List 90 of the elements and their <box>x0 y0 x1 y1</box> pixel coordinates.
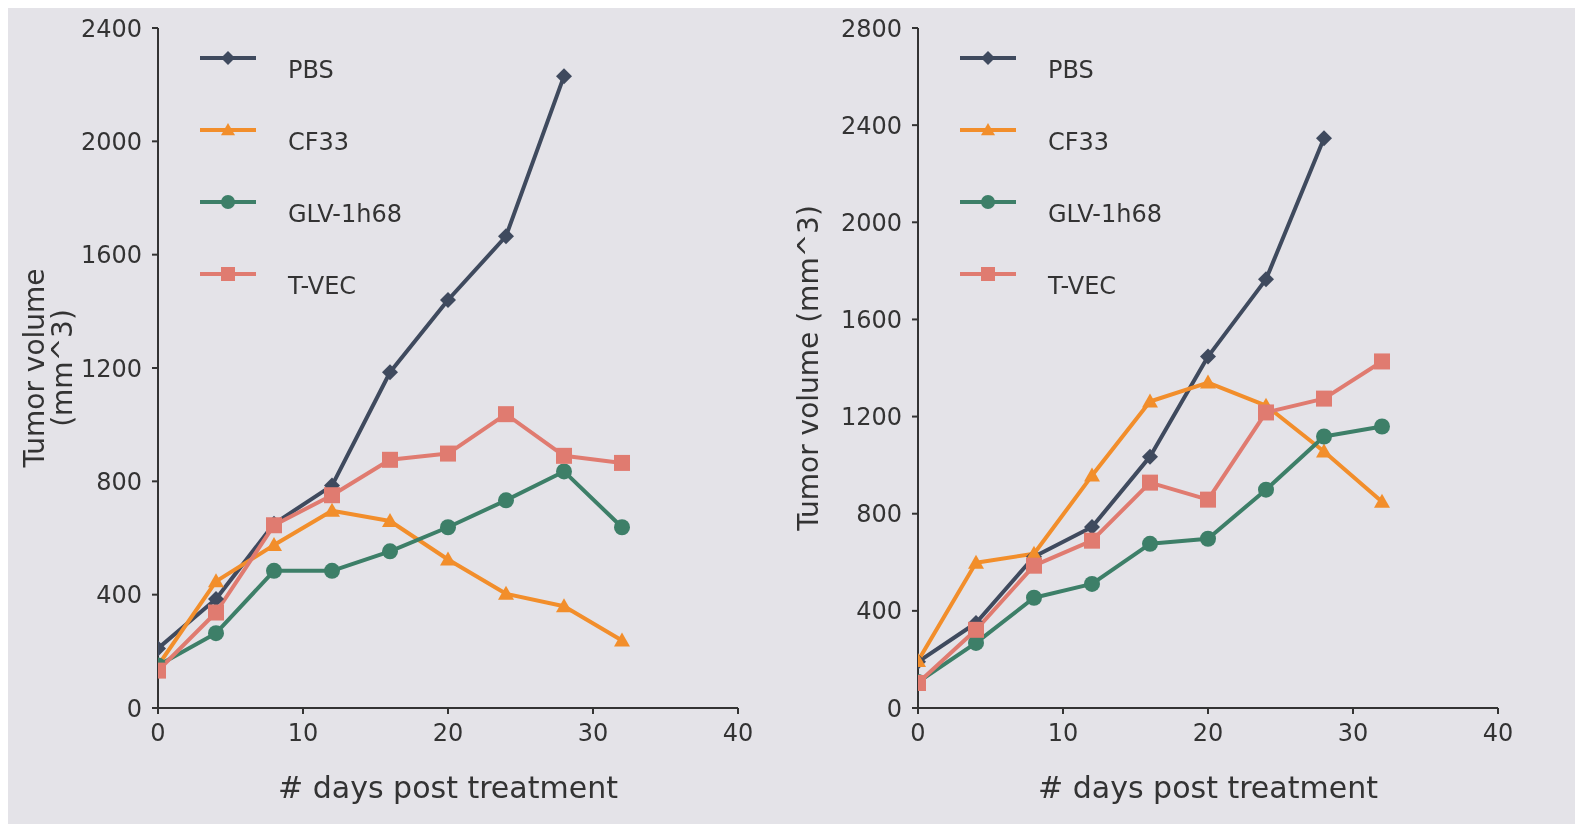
x-tick-label: 0 <box>910 719 926 748</box>
legend-label: PBS <box>1048 56 1094 84</box>
point <box>614 519 630 536</box>
y-tick-label: 1200 <box>80 354 142 383</box>
x-tick-label: 40 <box>1482 719 1514 748</box>
point <box>1374 353 1390 370</box>
point <box>1316 443 1332 458</box>
y-tick-label: 400 <box>856 597 902 626</box>
point <box>1258 271 1274 288</box>
point <box>1258 481 1274 498</box>
x-tick-label: 30 <box>577 719 609 748</box>
point <box>614 454 630 471</box>
point <box>266 537 282 552</box>
point <box>1200 348 1216 365</box>
point <box>1200 374 1216 389</box>
x-tick-label: 10 <box>287 719 319 748</box>
point <box>324 502 340 517</box>
legend-label: PBS <box>288 56 334 84</box>
point <box>382 513 398 527</box>
point <box>1316 428 1332 445</box>
y-tick-label: 800 <box>856 500 902 529</box>
point <box>556 68 572 85</box>
point <box>1026 589 1042 606</box>
point <box>324 562 340 579</box>
point <box>208 590 224 607</box>
x-tick-label: 40 <box>722 719 754 748</box>
point <box>498 585 514 600</box>
point <box>498 406 514 423</box>
y-tick-label: 0 <box>886 694 902 723</box>
point <box>382 364 398 381</box>
point <box>1142 393 1158 408</box>
y-tick-label: 2000 <box>80 127 142 156</box>
point <box>1200 491 1216 508</box>
y-tick-label: 1600 <box>80 241 142 270</box>
point <box>1200 530 1216 547</box>
point <box>1316 390 1332 407</box>
x-axis-title: # days post treatment <box>1038 770 1379 805</box>
point <box>556 463 572 480</box>
point <box>1142 448 1158 465</box>
point <box>1374 493 1390 508</box>
point <box>324 487 340 504</box>
legend-label: T-VEC <box>1048 272 1117 300</box>
point <box>498 492 514 509</box>
y-tick-label: 400 <box>96 581 142 610</box>
y-tick-label: 2400 <box>80 14 142 43</box>
point <box>556 598 572 613</box>
point <box>1142 474 1158 491</box>
point <box>1084 532 1100 549</box>
point <box>1084 575 1100 592</box>
point <box>440 445 456 462</box>
point <box>382 543 398 560</box>
point <box>1258 404 1274 421</box>
point <box>968 621 984 638</box>
x-tick-label: 10 <box>1047 719 1079 748</box>
y-axis-title: Tumor volume (mm^3) <box>792 205 825 532</box>
point <box>1026 557 1042 574</box>
point <box>614 632 630 647</box>
y-tick-label: 1600 <box>840 305 902 334</box>
point <box>556 447 572 464</box>
y-tick-label: 800 <box>96 467 142 496</box>
legend-label: GLV-1h68 <box>288 200 403 228</box>
y-tick-label: 0 <box>126 694 142 723</box>
x-tick-label: 0 <box>150 719 166 748</box>
point <box>208 573 224 588</box>
x-axis-title: # days post treatment <box>278 770 619 805</box>
point <box>1374 418 1390 435</box>
point <box>208 604 224 621</box>
legend-label: GLV-1h68 <box>1048 200 1163 228</box>
y-tick-label: 2000 <box>840 208 902 237</box>
point <box>440 292 456 308</box>
x-tick-label: 30 <box>1337 719 1369 748</box>
point <box>1142 535 1158 552</box>
x-tick-label: 20 <box>432 719 464 748</box>
point <box>208 625 224 642</box>
point <box>1084 467 1100 482</box>
legend-label: CF33 <box>288 128 350 156</box>
x-tick-label: 20 <box>1192 719 1224 748</box>
point <box>266 562 282 579</box>
y-axis-title: Tumor volume (mm^3) <box>18 268 79 469</box>
point <box>498 228 514 245</box>
legend-label: CF33 <box>1048 128 1110 156</box>
point <box>440 551 456 566</box>
y-tick-label: 2400 <box>840 111 902 140</box>
point <box>1316 130 1332 147</box>
point <box>440 519 456 536</box>
y-tick-label: 1200 <box>840 403 902 432</box>
point <box>968 554 984 569</box>
y-tick-label: 2800 <box>840 14 902 43</box>
point <box>382 451 398 468</box>
legend-label: T-VEC <box>288 272 357 300</box>
